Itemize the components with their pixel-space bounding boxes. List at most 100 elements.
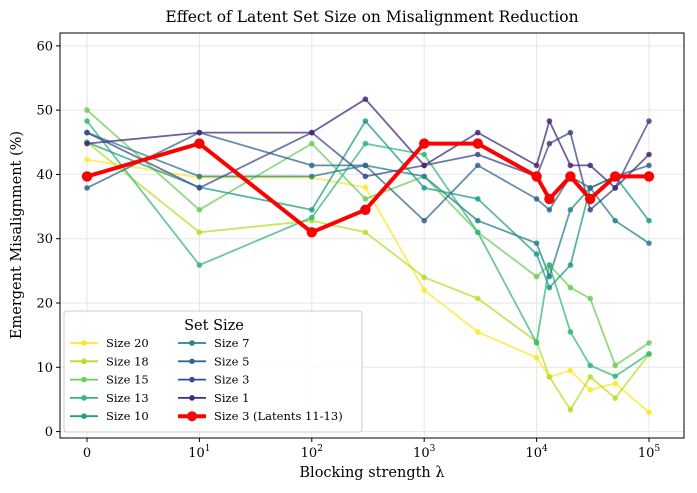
data-point <box>612 217 618 224</box>
series-line <box>86 141 650 411</box>
data-point <box>587 162 593 169</box>
series-line <box>86 158 650 414</box>
data-point <box>546 118 553 124</box>
legend-swatch-marker <box>189 395 195 401</box>
legend-item: Size 7 <box>178 336 249 350</box>
data-point <box>646 340 652 346</box>
x-tick-label: 103 <box>413 444 436 461</box>
data-point <box>81 171 93 182</box>
data-point <box>362 118 369 124</box>
data-point <box>421 151 428 158</box>
data-point <box>612 185 618 191</box>
data-point <box>194 138 205 149</box>
legend-swatch-marker <box>81 395 87 401</box>
y-axis-label: Emergent Misalignment (%) <box>9 131 25 339</box>
data-point <box>475 329 481 335</box>
legend-item: Size 3 <box>178 373 249 387</box>
data-point <box>587 362 593 369</box>
legend-item: Size 10 <box>70 409 149 423</box>
series-size-3-latents-11-13 <box>81 138 655 238</box>
series-size-5 <box>84 129 652 224</box>
y-tick-label: 10 <box>36 361 53 376</box>
data-point <box>585 193 596 205</box>
legend-item: Size 13 <box>70 391 149 405</box>
data-point <box>612 362 618 369</box>
data-point <box>646 151 652 158</box>
data-point <box>475 295 481 302</box>
data-point <box>587 374 593 380</box>
y-tick-label: 60 <box>36 39 53 54</box>
series-size-13 <box>84 118 652 380</box>
data-point <box>612 373 618 380</box>
legend-title: Set Size <box>184 318 244 334</box>
y-tick-label: 20 <box>36 297 53 312</box>
data-point <box>533 240 540 246</box>
data-point <box>546 140 553 147</box>
data-point <box>567 406 574 413</box>
data-point <box>533 340 540 346</box>
data-point <box>84 156 90 163</box>
data-point <box>587 387 593 393</box>
data-point <box>475 217 481 224</box>
data-point <box>362 162 369 169</box>
data-point <box>567 129 574 136</box>
x-axis-label: Blocking strength λ <box>299 465 444 481</box>
data-point <box>567 284 574 291</box>
legend-swatch-marker <box>81 340 87 346</box>
data-point <box>309 140 315 147</box>
series-line <box>86 120 650 211</box>
data-point <box>362 229 369 236</box>
legend-swatch-marker <box>189 358 195 365</box>
data-point <box>646 351 652 357</box>
data-point <box>533 196 540 202</box>
legend-label: Size 10 <box>106 409 149 423</box>
data-point <box>546 207 553 213</box>
y-tick-label: 40 <box>36 168 53 183</box>
data-point <box>196 229 203 236</box>
legend-swatch-marker <box>187 411 197 422</box>
data-point <box>567 367 574 374</box>
data-point <box>531 171 542 182</box>
data-point <box>309 207 315 213</box>
x-tick-label: 105 <box>638 444 661 461</box>
data-point <box>610 171 621 182</box>
data-point <box>533 354 540 361</box>
data-point <box>646 240 652 246</box>
legend-label: Size 3 (Latents 11-13) <box>214 409 343 423</box>
chart-title: Effect of Latent Set Size on Misalignmen… <box>165 8 578 26</box>
data-point <box>196 185 203 191</box>
data-point <box>421 185 428 191</box>
data-point <box>84 185 90 191</box>
legend-label: Size 20 <box>106 336 149 350</box>
series-layer <box>81 96 655 416</box>
data-point <box>421 287 428 293</box>
data-point <box>646 409 652 416</box>
data-point <box>533 162 540 169</box>
series-line <box>86 120 650 378</box>
legend-item: Size 5 <box>178 354 249 368</box>
legend-label: Size 13 <box>106 391 149 405</box>
data-point <box>196 129 203 136</box>
data-point <box>309 162 315 169</box>
series-size-1 <box>84 96 652 191</box>
data-point <box>472 138 483 149</box>
data-point <box>587 185 593 191</box>
data-point <box>646 118 652 124</box>
data-point <box>565 171 576 182</box>
y-tick-label: 0 <box>45 425 53 440</box>
data-point <box>544 193 555 205</box>
data-point <box>546 273 553 280</box>
x-tick-label: 102 <box>301 444 323 461</box>
data-point <box>196 173 203 180</box>
data-point <box>84 107 90 113</box>
legend-swatch-marker <box>81 376 87 383</box>
data-point <box>612 380 618 387</box>
legend-label: Size 3 <box>214 373 249 387</box>
data-point <box>646 217 652 224</box>
series-line <box>86 109 650 367</box>
data-point <box>587 207 593 213</box>
data-point <box>546 262 553 268</box>
legend-item: Size 18 <box>70 354 149 368</box>
data-point <box>421 162 428 169</box>
data-point <box>362 196 369 202</box>
